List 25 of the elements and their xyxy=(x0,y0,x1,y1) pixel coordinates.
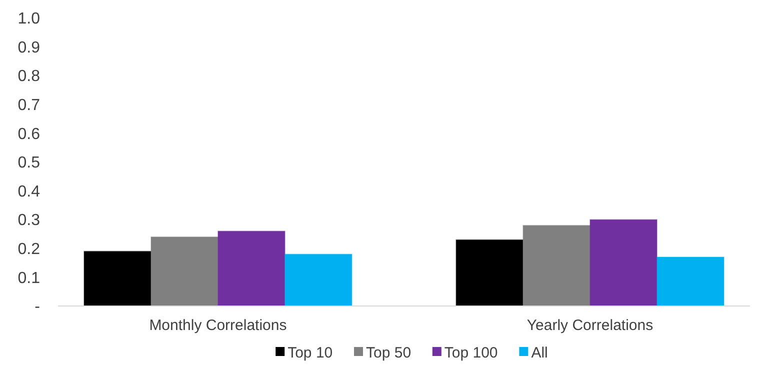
legend-label: All xyxy=(531,344,548,362)
y-tick-label: 0.9 xyxy=(18,39,40,56)
y-tick-label: 0.3 xyxy=(18,212,40,230)
x-tick-label: Yearly Correlations xyxy=(526,317,654,334)
y-tick-label: 0.1 xyxy=(18,270,40,287)
y-tick-label: 0.2 xyxy=(18,241,40,258)
x-tick-label: Monthly Correlations xyxy=(149,317,287,334)
y-tick-label: 0.7 xyxy=(18,97,40,114)
legend-label: Top 10 xyxy=(288,344,333,362)
bar xyxy=(217,230,286,306)
bar xyxy=(150,236,218,306)
bar xyxy=(456,239,524,306)
y-tick-label: 0.5 xyxy=(18,154,40,172)
y-tick-label: - xyxy=(34,298,40,316)
y-tick-label: 0.6 xyxy=(18,126,40,143)
legend-label: Top 100 xyxy=(444,344,498,362)
y-tick-label: 0.8 xyxy=(18,68,40,86)
bar xyxy=(656,256,724,306)
y-tick-label: 1.0 xyxy=(18,10,40,28)
legend-label: Top 50 xyxy=(366,344,412,362)
bar xyxy=(522,224,591,306)
bar xyxy=(590,219,658,306)
bar xyxy=(284,254,352,306)
bar xyxy=(84,250,152,306)
y-tick-label: 0.4 xyxy=(18,183,40,200)
